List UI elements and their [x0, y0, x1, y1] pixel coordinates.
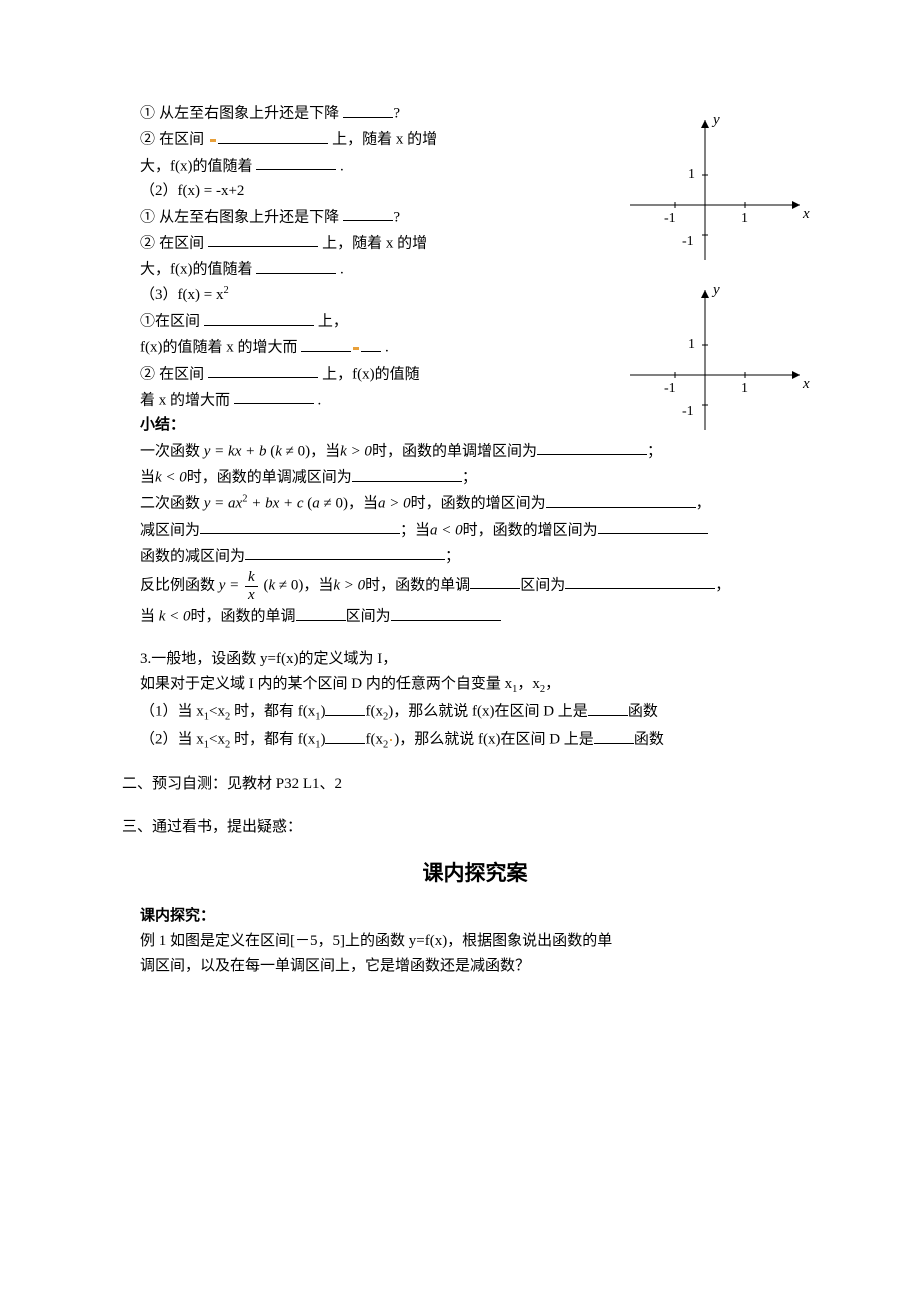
svg-text:-1: -1: [664, 211, 676, 226]
example-1-a: 例 1 如图是定义在区间[－5，5]上的函数 y=f(x)，根据图象说出函数的单: [140, 929, 810, 954]
svg-text:1: 1: [688, 337, 695, 352]
svg-text:-1: -1: [682, 234, 694, 249]
summary-quad: 二次函数 y = ax2 + bx + c (a ≠ 0)，当a > 0时，函数…: [140, 490, 810, 516]
q3-line2: f(x)的值随着 x 的增大而 .: [140, 334, 540, 360]
title-inclass: 课内探究案: [140, 857, 810, 892]
svg-text:x: x: [802, 376, 810, 392]
q2-line1: ① 从左至右图象上升还是下降 ?: [140, 204, 540, 230]
svg-text:x: x: [802, 206, 810, 222]
summary-quad-3: 函数的减区间为；: [140, 543, 810, 569]
svg-text:y: y: [711, 282, 720, 298]
q1-line1: ① 从左至右图象上升还是下降 ?: [140, 100, 540, 126]
coordinate-graph-1: x y 1 -1 -1 1: [620, 110, 810, 279]
q3-line1: ①在区间 上，: [140, 308, 540, 334]
q1-line3: 大，f(x)的值随着 .: [140, 153, 540, 179]
defn-line1: 3.一般地，设函数 y=f(x)的定义域为 I，: [140, 647, 810, 672]
example-1-b: 调区间，以及在每一单调区间上，它是增函数还是减函数？: [140, 954, 810, 979]
summary-inverse-2: 当 k < 0时，函数的单调区间为: [140, 603, 810, 629]
svg-text:1: 1: [741, 381, 748, 396]
svg-text:y: y: [711, 112, 720, 128]
svg-text:-1: -1: [664, 381, 676, 396]
defn-line2: 如果对于定义域 I 内的某个区间 D 内的任意两个自变量 x1，x2，: [140, 672, 810, 698]
defn-line4: （2）当 x1<x2 时，都有 f(x1)f(x2)，那么就说 f(x)在区间 …: [140, 726, 810, 754]
explore-head: 课内探究：: [140, 904, 810, 929]
axes-svg: x y 1 -1 -1 1: [620, 110, 810, 270]
q1-line2: ② 在区间 上，随着 x 的增: [140, 126, 540, 152]
svg-text:1: 1: [741, 211, 748, 226]
coordinate-graph-2: x y 1 -1 -1 1: [620, 280, 810, 449]
defn-line3: （1）当 x1<x2 时，都有 f(x1)f(x2)，那么就说 f(x)在区间 …: [140, 698, 810, 726]
q2-line3: 大，f(x)的值随着 .: [140, 256, 540, 282]
q2-line2: ② 在区间 上，随着 x 的增: [140, 230, 540, 256]
q3-head: （3）f(x) = x2: [140, 282, 540, 308]
q3-line4: 着 x 的增大而 .: [140, 387, 540, 413]
section-3: 三、通过看书，提出疑惑：: [122, 815, 810, 840]
summary-inverse: 反比例函数 y = kx (k ≠ 0)，当k > 0时，函数的单调区间为，: [140, 569, 810, 603]
svg-text:-1: -1: [682, 404, 694, 419]
section-2: 二、预习自测：见教材 P32 L1、2: [122, 772, 810, 797]
q2-head: （2）f(x) = -x+2: [140, 179, 540, 204]
svg-text:1: 1: [688, 167, 695, 182]
summary-quad-2: 减区间为；当a < 0时，函数的增区间为: [140, 517, 810, 543]
axes-svg: x y 1 -1 -1 1: [620, 280, 810, 440]
q3-line3: ② 在区间 上，f(x)的值随: [140, 361, 540, 387]
summary-linear-2: 当k < 0时，函数的单调减区间为；: [140, 464, 810, 490]
